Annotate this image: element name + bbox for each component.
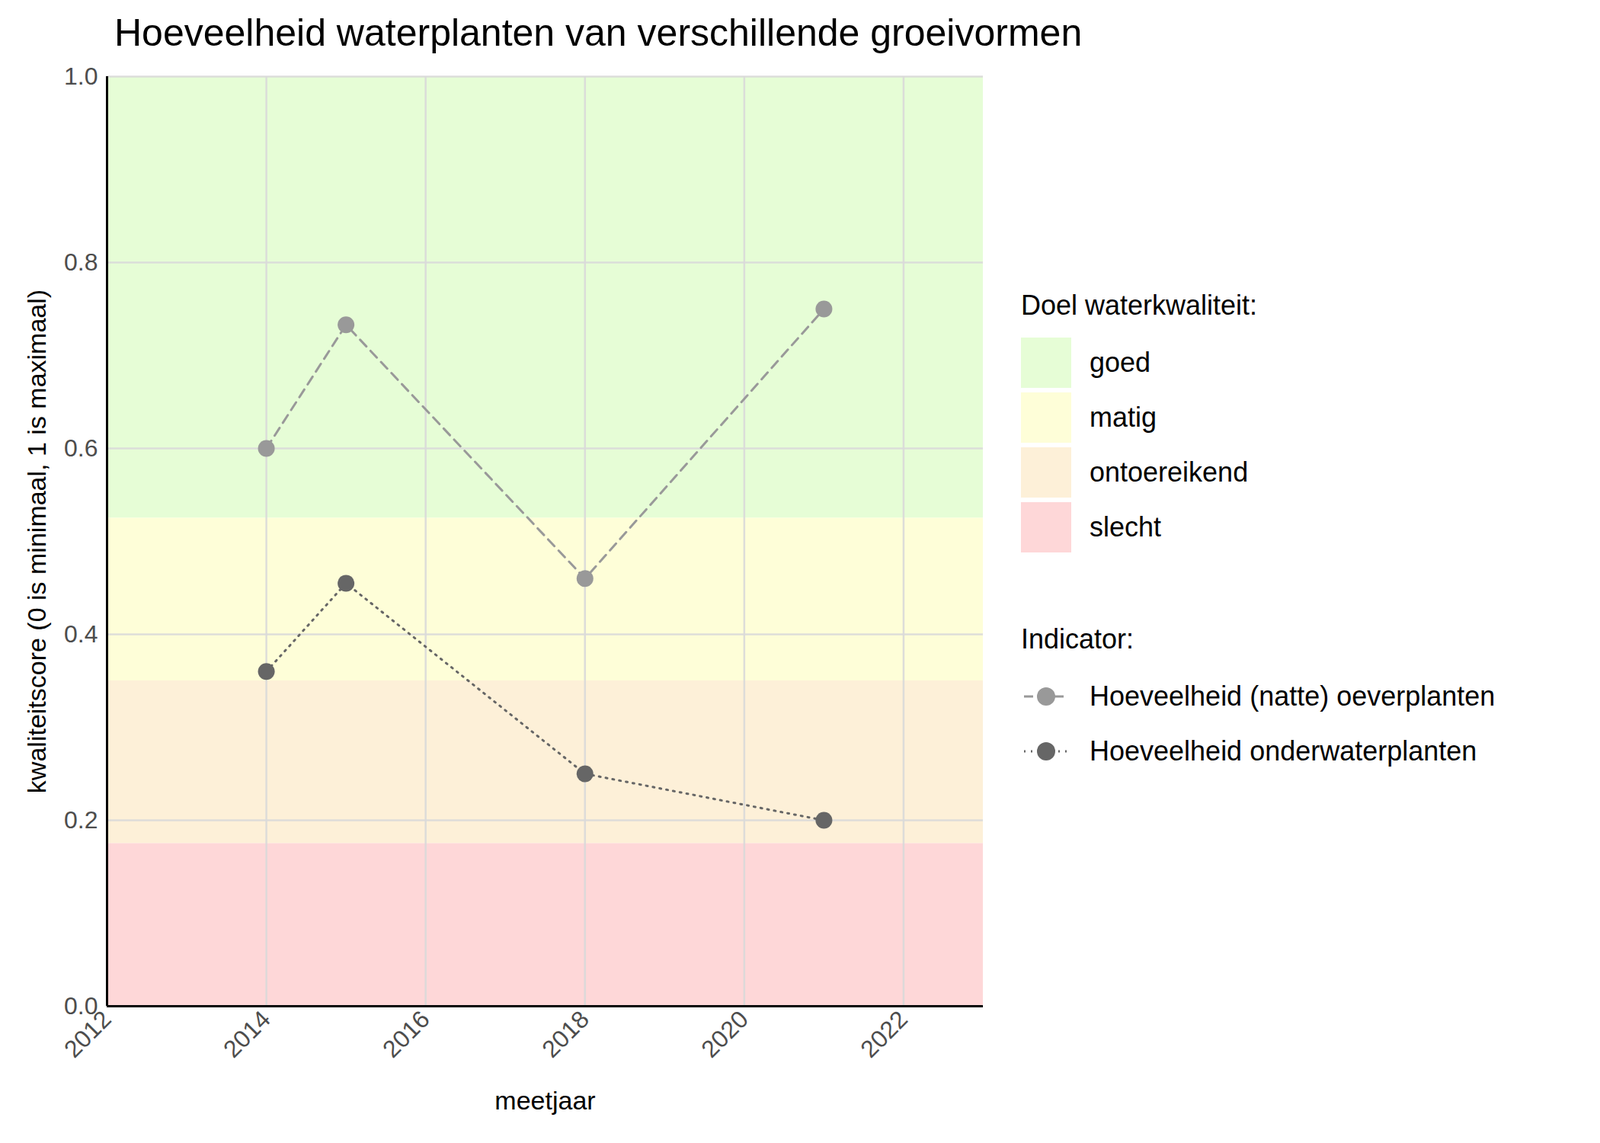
svg-text:0.6: 0.6 xyxy=(64,434,98,462)
svg-text:kwaliteitscore (0 is minimaal,: kwaliteitscore (0 is minimaal, 1 is maxi… xyxy=(22,289,52,794)
svg-text:0.0: 0.0 xyxy=(64,991,98,1020)
svg-text:0.4: 0.4 xyxy=(64,620,98,648)
html-text:Hoeveelheid onderwaterplanten: Hoeveelheid onderwaterplanten xyxy=(1089,735,1477,767)
html-text:slecht: slecht xyxy=(1089,511,1162,543)
svg-text:2012: 2012 xyxy=(58,1004,117,1063)
html-text:goed: goed xyxy=(1089,346,1151,378)
html-text:Doel waterkwaliteit:: Doel waterkwaliteit: xyxy=(1020,289,1258,321)
svg-text:2018: 2018 xyxy=(536,1004,595,1063)
html-text:matig: matig xyxy=(1089,401,1157,433)
svg-text:meetjaar: meetjaar xyxy=(494,1085,596,1115)
html-text:Hoeveelheid waterplanten van v: Hoeveelheid waterplanten van verschillen… xyxy=(114,11,1083,55)
html-text:ontoereikend: ontoereikend xyxy=(1089,456,1249,488)
svg-text:2014: 2014 xyxy=(217,1004,276,1063)
html-text:Indicator:: Indicator: xyxy=(1020,623,1134,655)
svg-text:2016: 2016 xyxy=(377,1004,436,1063)
svg-text:2020: 2020 xyxy=(695,1004,754,1063)
svg-text:0.8: 0.8 xyxy=(64,248,98,276)
svg-text:1.0: 1.0 xyxy=(64,62,98,90)
svg-text:2022: 2022 xyxy=(854,1004,913,1063)
svg-text:0.2: 0.2 xyxy=(64,806,98,834)
html-text:Hoeveelheid (natte) oeverplant: Hoeveelheid (natte) oeverplanten xyxy=(1089,680,1496,712)
